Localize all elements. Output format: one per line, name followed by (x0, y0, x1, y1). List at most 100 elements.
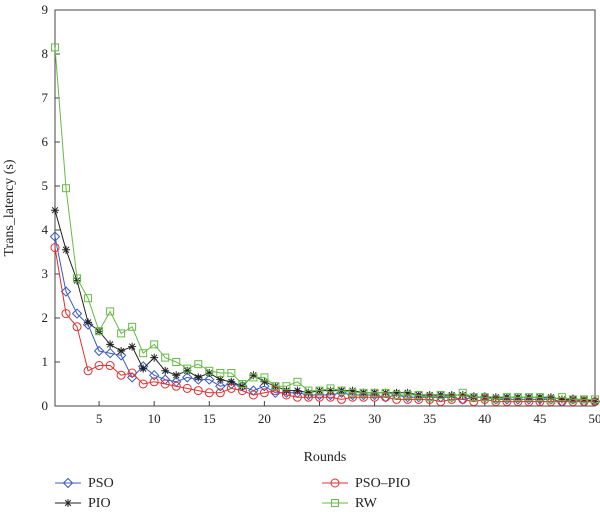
y-tick-label: 2 (42, 310, 49, 325)
data-point-rw (381, 388, 390, 397)
data-point-rw (194, 360, 203, 369)
data-point-rw (436, 391, 445, 399)
data-point-pso (325, 389, 336, 401)
data-point-pso-pio (171, 381, 181, 391)
data-point-pso-pio (292, 392, 302, 402)
data-point-pio (161, 366, 170, 375)
y-tick-label: 0 (42, 398, 49, 413)
data-point-rw (271, 382, 280, 391)
legend-label: PSO (88, 476, 114, 491)
data-point-rw (480, 393, 489, 402)
data-point-pso-pio (182, 383, 192, 393)
data-point-pio (348, 386, 357, 395)
data-point-pso (182, 372, 193, 383)
data-point-rw (172, 358, 181, 366)
y-tick-label: 5 (42, 178, 49, 193)
data-point-pio (216, 375, 225, 384)
data-point-pso-pio (193, 386, 203, 396)
data-point-pso-pio (215, 388, 225, 398)
data-point-pso (215, 380, 226, 392)
x-axis: 5 10 15 20 25 30 35 40 45 50 (96, 401, 600, 426)
data-point-pso-pio (204, 388, 214, 398)
data-point-rw (337, 386, 346, 395)
data-point-pio (194, 373, 203, 382)
legend-label: PIO (88, 496, 111, 511)
data-point-rw (502, 393, 511, 402)
data-point-pio (172, 371, 181, 380)
data-point-pio (205, 369, 214, 377)
data-point-rw (458, 388, 467, 397)
data-point-rw (414, 391, 423, 399)
x-axis-title: Rounds (304, 450, 347, 465)
data-point-rw (95, 327, 104, 336)
data-point-pso-pio (436, 397, 446, 407)
data-point-rw (469, 393, 478, 402)
legend-label: PSO–PIO (355, 476, 410, 491)
data-point-pio (260, 377, 269, 386)
data-point-pio (183, 366, 192, 375)
series-layer (49, 43, 600, 407)
data-point-rw (524, 393, 533, 402)
data-point-pso-pio (226, 383, 236, 393)
data-point-pso-pio (61, 309, 71, 319)
data-point-rw (425, 393, 434, 402)
data-point-pio (73, 276, 82, 285)
x-tick-label: 35 (423, 411, 436, 426)
data-point-rw (150, 340, 159, 349)
data-point-pso (259, 380, 270, 392)
data-point-rw (51, 43, 59, 52)
data-point-rw (392, 391, 401, 399)
data-point-rw (205, 366, 214, 375)
y-tick-label: 9 (42, 2, 49, 17)
data-point-rw (447, 393, 456, 402)
data-point-rw (513, 393, 522, 402)
data-point-rw (139, 349, 148, 358)
y-tick-label: 1 (42, 354, 49, 369)
data-point-pio (84, 318, 93, 327)
data-point-rw (370, 388, 379, 397)
data-point-pso (104, 347, 116, 359)
data-point-pso-pio (314, 392, 324, 402)
y-tick-label: 8 (42, 46, 49, 61)
data-point-rw (304, 386, 313, 395)
data-point-pso-pio (281, 390, 291, 400)
data-point-rw (227, 369, 236, 377)
data-point-rw (183, 364, 192, 373)
data-point-pso (281, 387, 292, 399)
data-point-pso-pio (259, 388, 269, 398)
data-point-rw (535, 393, 544, 402)
data-point-rw (568, 395, 577, 404)
data-point-rw (73, 274, 82, 283)
series-pso (49, 231, 600, 407)
data-point-pso (60, 286, 72, 297)
data-point-pio (392, 388, 401, 397)
data-point-pso (82, 319, 94, 330)
data-point-pio (139, 364, 148, 373)
x-tick-label: 45 (533, 411, 546, 426)
y-tick-label: 7 (42, 90, 49, 105)
data-point-pio (106, 340, 115, 349)
data-point-rw (216, 369, 225, 377)
data-point-rw (282, 382, 291, 391)
data-point-pso-pio (303, 392, 313, 402)
data-point-rw (260, 373, 269, 382)
data-point-rw (62, 184, 71, 193)
data-point-rw (293, 377, 302, 386)
data-point-rw (557, 393, 566, 402)
legend-item-pso: PSO (55, 476, 114, 491)
data-point-rw (84, 294, 93, 303)
x-tick-label: 40 (478, 411, 491, 426)
data-point-pso (49, 231, 61, 242)
data-point-rw (579, 395, 588, 404)
y-tick-label: 6 (42, 134, 49, 149)
data-point-pio (117, 347, 126, 355)
data-point-rw (591, 395, 599, 404)
data-point-pio (403, 388, 412, 397)
data-point-pio (326, 386, 335, 395)
x-tick-label: 15 (203, 411, 216, 426)
data-point-pso-pio (105, 361, 115, 371)
data-point-pso-pio (237, 386, 247, 396)
legend: PSO PIO PSO–PIO RW (55, 476, 410, 511)
data-point-rw (491, 395, 500, 404)
